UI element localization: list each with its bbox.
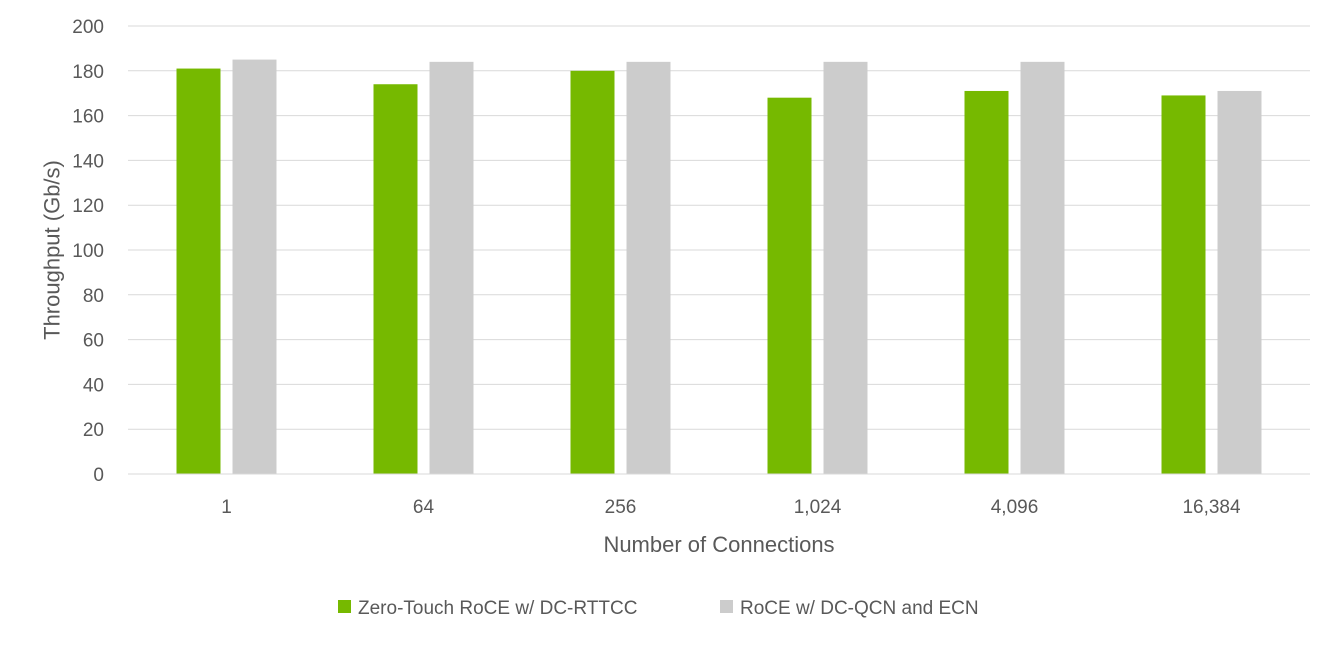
y-tick-label: 0 (93, 465, 104, 486)
legend-swatch-1 (338, 600, 351, 613)
bar-series2-3 (823, 61, 868, 475)
bars (176, 59, 1262, 475)
y-tick-label: 160 (72, 107, 104, 128)
x-tick-label: 4,096 (991, 497, 1039, 518)
gridlines (128, 25, 1310, 430)
x-axis-title: Number of Connections (603, 532, 834, 557)
y-axis-ticks: 0 20 40 60 80 100 120 140 160 180 200 (72, 17, 104, 486)
bar-series1-5 (1161, 95, 1206, 474)
legend-label-1: Zero-Touch RoCE w/ DC-RTTCC (358, 598, 637, 619)
y-tick-label: 100 (72, 241, 104, 262)
legend-swatch-2 (720, 600, 733, 613)
legend: Zero-Touch RoCE w/ DC-RTTCC RoCE w/ DC-QC… (338, 598, 979, 619)
bar-series2-1 (429, 61, 474, 475)
bar-series1-1 (373, 84, 418, 475)
bar-series2-4 (1020, 61, 1065, 475)
bar-series1-4 (964, 90, 1009, 475)
bar-series1-2 (570, 70, 615, 475)
x-axis-ticks: 1 64 256 1,024 4,096 16,384 (221, 497, 1241, 518)
legend-label-2: RoCE w/ DC-QCN and ECN (740, 598, 979, 619)
y-tick-label: 120 (72, 196, 104, 217)
x-tick-label: 256 (605, 497, 637, 518)
x-tick-label: 1,024 (794, 497, 842, 518)
y-tick-label: 60 (83, 331, 104, 352)
bar-series1-0 (176, 68, 221, 474)
y-tick-label: 180 (72, 62, 104, 83)
bar-series2-2 (626, 61, 671, 475)
x-tick-label: 1 (221, 497, 232, 518)
bar-series2-0 (232, 59, 277, 474)
bar-series2-5 (1217, 90, 1262, 475)
y-tick-label: 140 (72, 151, 104, 172)
y-tick-label: 20 (83, 420, 104, 441)
x-tick-label: 16,384 (1182, 497, 1241, 518)
y-tick-label: 80 (83, 286, 104, 307)
y-axis-title: Throughput (Gb/s) (40, 160, 65, 340)
y-tick-label: 40 (83, 375, 104, 396)
bar-series1-3 (767, 97, 812, 475)
y-tick-label: 200 (72, 17, 104, 38)
x-tick-label: 64 (413, 497, 435, 518)
